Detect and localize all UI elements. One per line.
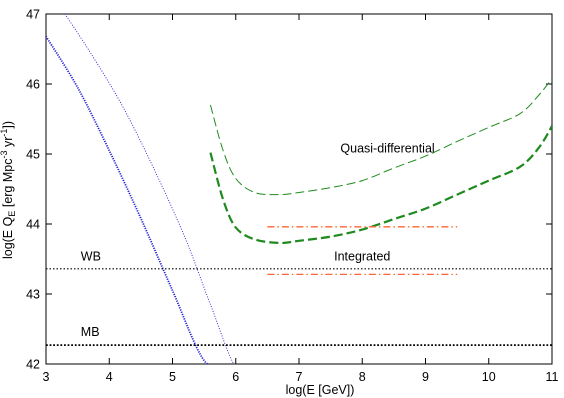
y-tick-label: 42 — [26, 358, 40, 372]
x-tick-label: 11 — [546, 370, 559, 384]
x-tick-label: 5 — [169, 370, 176, 384]
x-tick-label: 8 — [359, 370, 366, 384]
x-tick-label: 10 — [482, 370, 496, 384]
y-axis-label-part-c: yr — [1, 137, 15, 151]
y-tick-label: 47 — [26, 8, 40, 22]
y-axis-label-sub: E — [7, 211, 17, 217]
annotation-layer: Quasi-differential Integrated WB MB — [81, 142, 435, 339]
annotation-quasi-differential: Quasi-differential — [340, 142, 434, 156]
x-axis-label: log(E [GeV]) — [286, 383, 355, 397]
y-axis-label-sup2: -1 — [0, 129, 9, 137]
annotation-integrated: Integrated — [334, 249, 390, 263]
x-tick-label: 6 — [232, 370, 239, 384]
y-axis-label: log(E QE [erg Mpc-3 yr-1]) — [0, 121, 17, 259]
series-layer — [46, 14, 552, 364]
y-axis-label-sup1: -3 — [0, 151, 9, 159]
y-axis-label-part-a: log(E Q — [1, 216, 15, 259]
y-ticks: 42 43 44 45 46 47 — [26, 8, 552, 372]
y-tick-label: 46 — [26, 78, 40, 92]
series-line-thick-dashed-green — [209, 125, 552, 245]
x-tick-label: 7 — [296, 370, 303, 384]
y-tick-label: 45 — [26, 148, 40, 162]
x-tick-label: 9 — [422, 370, 429, 384]
y-axis-label-part-b: [erg Mpc — [1, 159, 15, 211]
y-axis-label-part-d: ]) — [1, 121, 15, 129]
x-tick-label: 4 — [106, 370, 113, 384]
series-line-thin-dashed-green — [209, 78, 552, 196]
y-tick-label: 44 — [26, 218, 40, 232]
plot-frame — [45, 13, 553, 365]
annotation-wb: WB — [81, 249, 101, 263]
y-tick-label: 43 — [26, 288, 40, 302]
series-line-thick-dotted-blue — [46, 35, 209, 364]
x-ticks: 3 4 5 6 7 8 9 10 11 — [43, 14, 559, 384]
annotation-mb: MB — [81, 325, 100, 339]
series-line-thin-dotted-blue — [64, 14, 235, 364]
x-tick-label: 3 — [43, 370, 50, 384]
